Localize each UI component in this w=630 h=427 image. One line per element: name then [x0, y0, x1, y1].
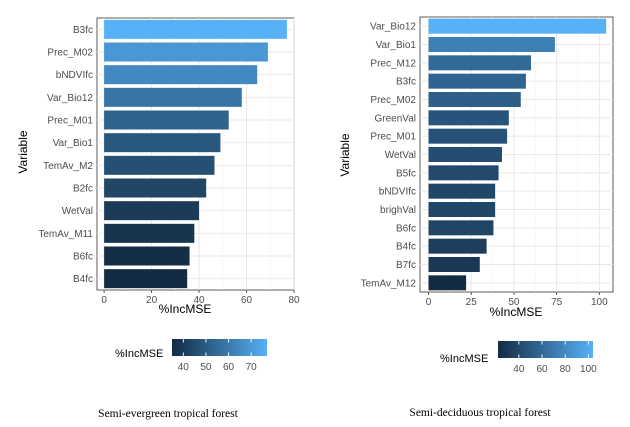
bar-B6fc: [104, 246, 190, 266]
x-tick-label: 50: [508, 297, 520, 308]
legend-tick-label: 40: [178, 362, 190, 373]
legend-tick-label: 40: [513, 364, 525, 375]
y-tick-label: Var_Bio12: [370, 22, 416, 33]
x-tick-label: 80: [288, 295, 300, 306]
y-tick-label: brighVal: [380, 205, 416, 216]
legend-colorbar: [498, 341, 593, 358]
color-legend: %IncMSE 40 60 80 100: [440, 341, 597, 375]
y-tick-label: Prec_M01: [370, 132, 416, 143]
y-tick-label: B2fc: [73, 184, 93, 195]
bar-Prec_M02: [428, 92, 521, 107]
legend-ticks: 40 50 60 70: [178, 339, 257, 373]
plot-area: [96, 17, 295, 291]
legend-tick-label: 100: [580, 364, 597, 375]
y-tick-label: GreenVal: [374, 113, 416, 124]
x-tick-labels: 0 25 50 75 100: [426, 292, 608, 308]
y-tick-label: Var_Bio12: [47, 93, 93, 104]
bar-B4fc: [104, 269, 188, 289]
x-tick-label: 0: [426, 297, 432, 308]
y-tick-label: Prec_M02: [370, 95, 416, 106]
bar-TemAv_M12: [428, 275, 467, 291]
y-tick-label: WetVal: [62, 206, 93, 217]
bar-WetVal: [104, 201, 200, 221]
y-tick-label: Prec_M02: [47, 48, 93, 59]
y-tick-label: B5fc: [396, 168, 416, 179]
y-tick-labels: B3fc Prec_M02 bNDVIfc Var_Bio12 Prec_M01 Var_…: [38, 25, 93, 285]
legend-tick-label: 70: [246, 362, 258, 373]
y-tick-label: Prec_M01: [47, 116, 93, 127]
y-tick-labels: Var_Bio12 Var_Bio1 Prec_M12 B3fc Prec_M02 Gre…: [361, 22, 417, 290]
y-tick-label: bNDVIfc: [56, 70, 93, 81]
bar-B4fc: [428, 238, 487, 254]
y-tick-label: TemAv_M2: [43, 161, 93, 172]
bar-Prec_M12: [428, 55, 532, 71]
panel-caption: Semi-evergreen tropical forest: [98, 408, 238, 420]
y-tick-label: Prec_M12: [370, 58, 416, 69]
bar-Prec_M02: [104, 42, 268, 62]
legend-title: %IncMSE: [115, 348, 163, 360]
bar-Var_Bio12: [104, 87, 242, 107]
y-tick-label: B6fc: [73, 252, 93, 263]
y-tick-label: WetVal: [385, 150, 416, 161]
y-tick-label: B4fc: [396, 242, 416, 253]
y-tick-label: B3fc: [396, 77, 416, 88]
x-axis-title: %IncMSE: [490, 305, 543, 319]
legend-tick-label: 50: [200, 362, 212, 373]
bar-B6fc: [428, 220, 494, 236]
y-axis-title: Variable: [16, 130, 30, 173]
x-tick-label: 0: [101, 295, 107, 306]
legend-tick-label: 60: [223, 362, 235, 373]
color-legend: %IncMSE 40 50 60 70: [115, 339, 267, 373]
x-tick-label: 60: [241, 295, 253, 306]
bar-B2fc: [104, 178, 207, 198]
x-tick-label: 40: [193, 295, 205, 306]
x-tick-label: 75: [551, 297, 563, 308]
legend-ticks: 40 60 80 100: [513, 341, 597, 375]
panel-semi-evergreen: B3fc Prec_M02 bNDVIfc Var_Bio12 Prec_M01 Var_…: [16, 17, 300, 420]
bar-Var_Bio12: [428, 18, 607, 34]
y-tick-label: B4fc: [73, 274, 93, 285]
bar-TemAv_M2: [104, 155, 215, 175]
bar-brighVal: [428, 202, 496, 217]
y-tick-label: B3fc: [73, 25, 93, 36]
y-tick-label: Var_Bio1: [376, 40, 417, 51]
bar-GreenVal: [428, 110, 509, 126]
bars: [428, 18, 607, 291]
bar-Var_Bio1: [104, 133, 221, 153]
bar-Prec_M01: [104, 110, 229, 130]
x-tick-label: 100: [591, 297, 608, 308]
y-axis-title: Variable: [338, 133, 352, 176]
legend-tick-label: 80: [560, 364, 572, 375]
bar-B5fc: [428, 165, 499, 181]
bar-WetVal: [428, 147, 502, 162]
x-tick-label: 20: [146, 295, 158, 306]
bar-B7fc: [428, 257, 480, 272]
y-tick-label: B6fc: [396, 223, 416, 234]
bars: [104, 19, 287, 289]
bar-bNDVIfc: [104, 65, 258, 85]
bar-Prec_M01: [428, 128, 508, 144]
y-tick-label: TemAv_M11: [38, 229, 93, 240]
x-tick-label: 25: [466, 297, 478, 308]
bar-B3fc: [104, 19, 287, 39]
x-tick-labels: 0 20 40 60 80: [101, 290, 300, 306]
legend-title: %IncMSE: [440, 353, 488, 365]
y-tick-label: Var_Bio1: [53, 138, 94, 149]
x-axis-title: %IncMSE: [159, 302, 212, 316]
bar-bNDVIfc: [428, 183, 496, 199]
panel-caption: Semi-deciduous tropical forest: [409, 407, 551, 419]
panel-semi-deciduous: Var_Bio12 Var_Bio1 Prec_M12 B3fc Prec_M02 Gre…: [338, 16, 614, 419]
y-tick-label: B7fc: [396, 260, 416, 271]
y-tick-label: TemAv_M12: [361, 278, 417, 289]
y-tick-label: bNDVIfc: [379, 187, 416, 198]
bar-Var_Bio1: [428, 37, 555, 52]
bar-TemAv_M11: [104, 223, 195, 243]
bar-B3fc: [428, 73, 526, 89]
legend-colorbar: [172, 339, 267, 356]
legend-tick-label: 60: [536, 364, 548, 375]
